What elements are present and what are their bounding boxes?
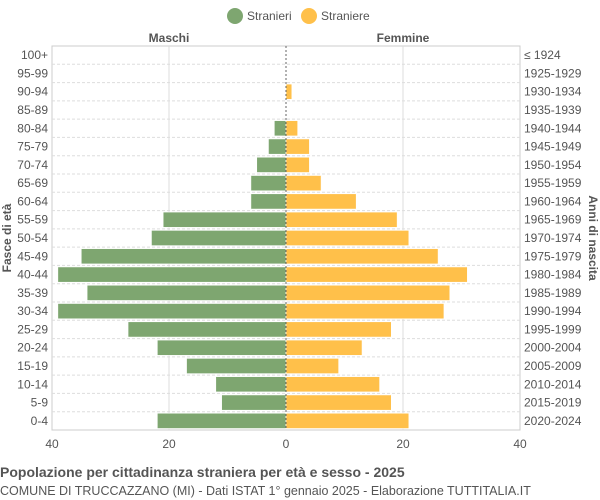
bar-female-60-64 <box>285 193 357 210</box>
bar-female-15-19 <box>285 358 339 374</box>
birth-year-label: 2015-2019 <box>524 396 582 410</box>
age-tick-label: 90-94 <box>17 85 48 99</box>
age-tick-label: 35-39 <box>17 286 48 300</box>
bar-male-50-54 <box>151 230 287 246</box>
birth-year-label: 1935-1939 <box>524 103 582 117</box>
bar-female-50-54 <box>285 230 410 246</box>
bar-male-35-39 <box>86 284 287 301</box>
bar-male-10-14 <box>215 376 287 393</box>
age-tick-label: 20-24 <box>17 341 48 355</box>
birth-year-label: 1945-1949 <box>524 140 582 154</box>
birth-year-label: 1965-1969 <box>524 213 582 227</box>
bar-male-65-69 <box>250 175 287 192</box>
bar-male-30-34 <box>57 303 287 320</box>
bar-female-75-79 <box>285 138 310 155</box>
age-tick-label: 100+ <box>21 48 48 62</box>
birth-year-label: 2020-2024 <box>524 414 582 428</box>
bar-female-25-29 <box>285 321 392 338</box>
bar-male-40-44 <box>57 266 287 283</box>
age-tick-label: 50-54 <box>17 231 48 245</box>
legend-marker-straniere <box>301 8 317 24</box>
age-tick-label: 80-84 <box>17 121 48 135</box>
birth-year-label: ≤ 1924 <box>524 48 561 62</box>
age-tick-label: 30-34 <box>17 304 48 318</box>
birth-year-label: 1995-1999 <box>524 322 582 336</box>
bar-female-5-9 <box>285 394 392 411</box>
birth-year-label: 1930-1934 <box>524 85 582 99</box>
bar-male-25-29 <box>127 321 287 338</box>
chart-footer-source: COMUNE DI TRUCCAZZANO (MI) - Dati ISTAT … <box>0 484 531 498</box>
birth-year-label: 1990-1994 <box>524 304 582 318</box>
bar-female-35-39 <box>285 284 451 301</box>
legend-label-straniere: Straniere <box>321 9 370 23</box>
birth-year-label: 2000-2004 <box>524 341 582 355</box>
y-axis-label-left: Fasce di età <box>0 203 14 272</box>
x-tick-label: 20 <box>396 437 410 451</box>
age-tick-label: 55-59 <box>17 213 48 227</box>
bar-male-80-84 <box>273 120 287 137</box>
y-axis-label-right: Anni di nascita <box>586 195 600 281</box>
chart-footer-title: Popolazione per cittadinanza straniera p… <box>0 464 405 480</box>
bar-male-45-49 <box>80 248 287 265</box>
bar-male-60-64 <box>250 193 287 210</box>
bar-male-0-4 <box>157 412 287 429</box>
age-tick-label: 25-29 <box>17 322 48 336</box>
bar-male-70-74 <box>256 156 287 173</box>
age-tick-label: 70-74 <box>17 158 48 172</box>
bar-male-15-19 <box>186 358 287 374</box>
bar-female-65-69 <box>285 175 322 192</box>
bar-male-75-79 <box>268 138 287 155</box>
bar-male-55-59 <box>162 211 287 228</box>
bar-male-5-9 <box>221 394 287 411</box>
legend-marker-stranieri <box>227 8 243 24</box>
birth-year-label: 1955-1959 <box>524 176 582 190</box>
birth-year-label: 2010-2014 <box>524 377 582 391</box>
age-tick-label: 15-19 <box>17 359 48 373</box>
bar-female-20-24 <box>285 339 363 356</box>
bar-female-80-84 <box>285 120 298 137</box>
age-tick-label: 65-69 <box>17 176 48 190</box>
birth-year-label: 1925-1929 <box>524 66 582 80</box>
bar-female-10-14 <box>285 376 380 393</box>
birth-year-label: 1980-1984 <box>524 268 582 282</box>
bar-female-55-59 <box>285 211 398 228</box>
age-tick-label: 95-99 <box>17 66 48 80</box>
age-tick-label: 60-64 <box>17 194 48 208</box>
birth-year-label: 1950-1954 <box>524 158 582 172</box>
age-tick-label: 0-4 <box>31 414 49 428</box>
x-tick-label: 40 <box>45 437 59 451</box>
bar-female-70-74 <box>285 156 310 173</box>
bar-female-90-94 <box>285 83 293 100</box>
left-side-label: Maschi <box>149 31 190 45</box>
age-tick-label: 40-44 <box>17 268 48 282</box>
birth-year-label: 1940-1944 <box>524 121 582 135</box>
bar-female-0-4 <box>285 412 410 429</box>
bar-female-45-49 <box>285 248 439 265</box>
bar-male-20-24 <box>157 339 287 356</box>
age-tick-label: 85-89 <box>17 103 48 117</box>
legend-label-stranieri: Stranieri <box>247 9 292 23</box>
age-tick-label: 45-49 <box>17 249 48 263</box>
bar-female-30-34 <box>285 303 445 320</box>
x-tick-label: 40 <box>513 437 527 451</box>
birth-year-label: 1975-1979 <box>524 249 582 263</box>
bar-female-40-44 <box>285 266 468 283</box>
x-tick-label: 20 <box>162 437 176 451</box>
birth-year-label: 1985-1989 <box>524 286 582 300</box>
birth-year-label: 2005-2009 <box>524 359 582 373</box>
age-tick-label: 5-9 <box>31 396 49 410</box>
birth-year-label: 1960-1964 <box>524 194 582 208</box>
right-side-label: Femmine <box>377 31 430 45</box>
age-tick-label: 75-79 <box>17 140 48 154</box>
birth-year-label: 1970-1974 <box>524 231 582 245</box>
population-pyramid: 100+ ≤ 1924 95-99 1925-1929 90-94 1930-1934 85… <box>0 8 600 451</box>
x-tick-label: 0 <box>283 437 290 451</box>
age-tick-label: 10-14 <box>17 377 48 391</box>
